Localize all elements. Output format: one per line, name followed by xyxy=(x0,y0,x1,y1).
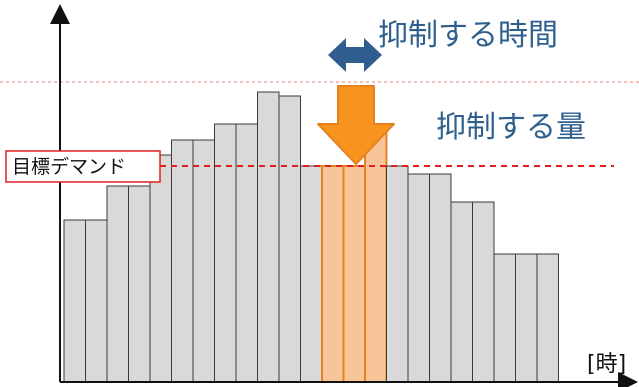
demand-bar xyxy=(493,253,516,383)
demand-bar xyxy=(536,253,559,383)
demand-bar xyxy=(450,201,473,383)
demand-bar xyxy=(214,123,237,383)
overlay-layer xyxy=(0,81,639,167)
demand-bar xyxy=(300,165,323,383)
demand-bar xyxy=(515,253,538,383)
suppress-amount-label: 抑制する量 xyxy=(436,110,586,145)
suppress-time-label: 抑制する時間 xyxy=(378,18,558,53)
target-demand-label-box xyxy=(5,150,161,183)
demand-bar xyxy=(386,165,409,383)
highlighted-bar xyxy=(321,165,345,383)
demand-bar xyxy=(63,219,86,383)
demand-bar xyxy=(278,95,301,383)
demand-bar xyxy=(128,185,151,383)
target-demand-label: 目標デマンド xyxy=(12,156,126,178)
demand-bar xyxy=(407,173,430,383)
demand-bar xyxy=(472,201,495,383)
demand-bar xyxy=(85,219,108,383)
demand-bar xyxy=(149,154,172,383)
x-axis-unit-label: [時] xyxy=(587,352,626,377)
highlighted-bar xyxy=(342,165,366,383)
demand-bar xyxy=(235,123,258,383)
suppress-time-double-arrow-icon xyxy=(328,38,382,72)
demand-bar xyxy=(106,185,129,383)
bars-layer xyxy=(63,91,559,383)
demand-bar xyxy=(257,91,280,383)
suppress-amount-down-arrow-icon xyxy=(317,85,395,165)
demand-bar xyxy=(192,139,215,383)
demand-bar xyxy=(171,139,194,383)
demand-bar xyxy=(429,173,452,383)
